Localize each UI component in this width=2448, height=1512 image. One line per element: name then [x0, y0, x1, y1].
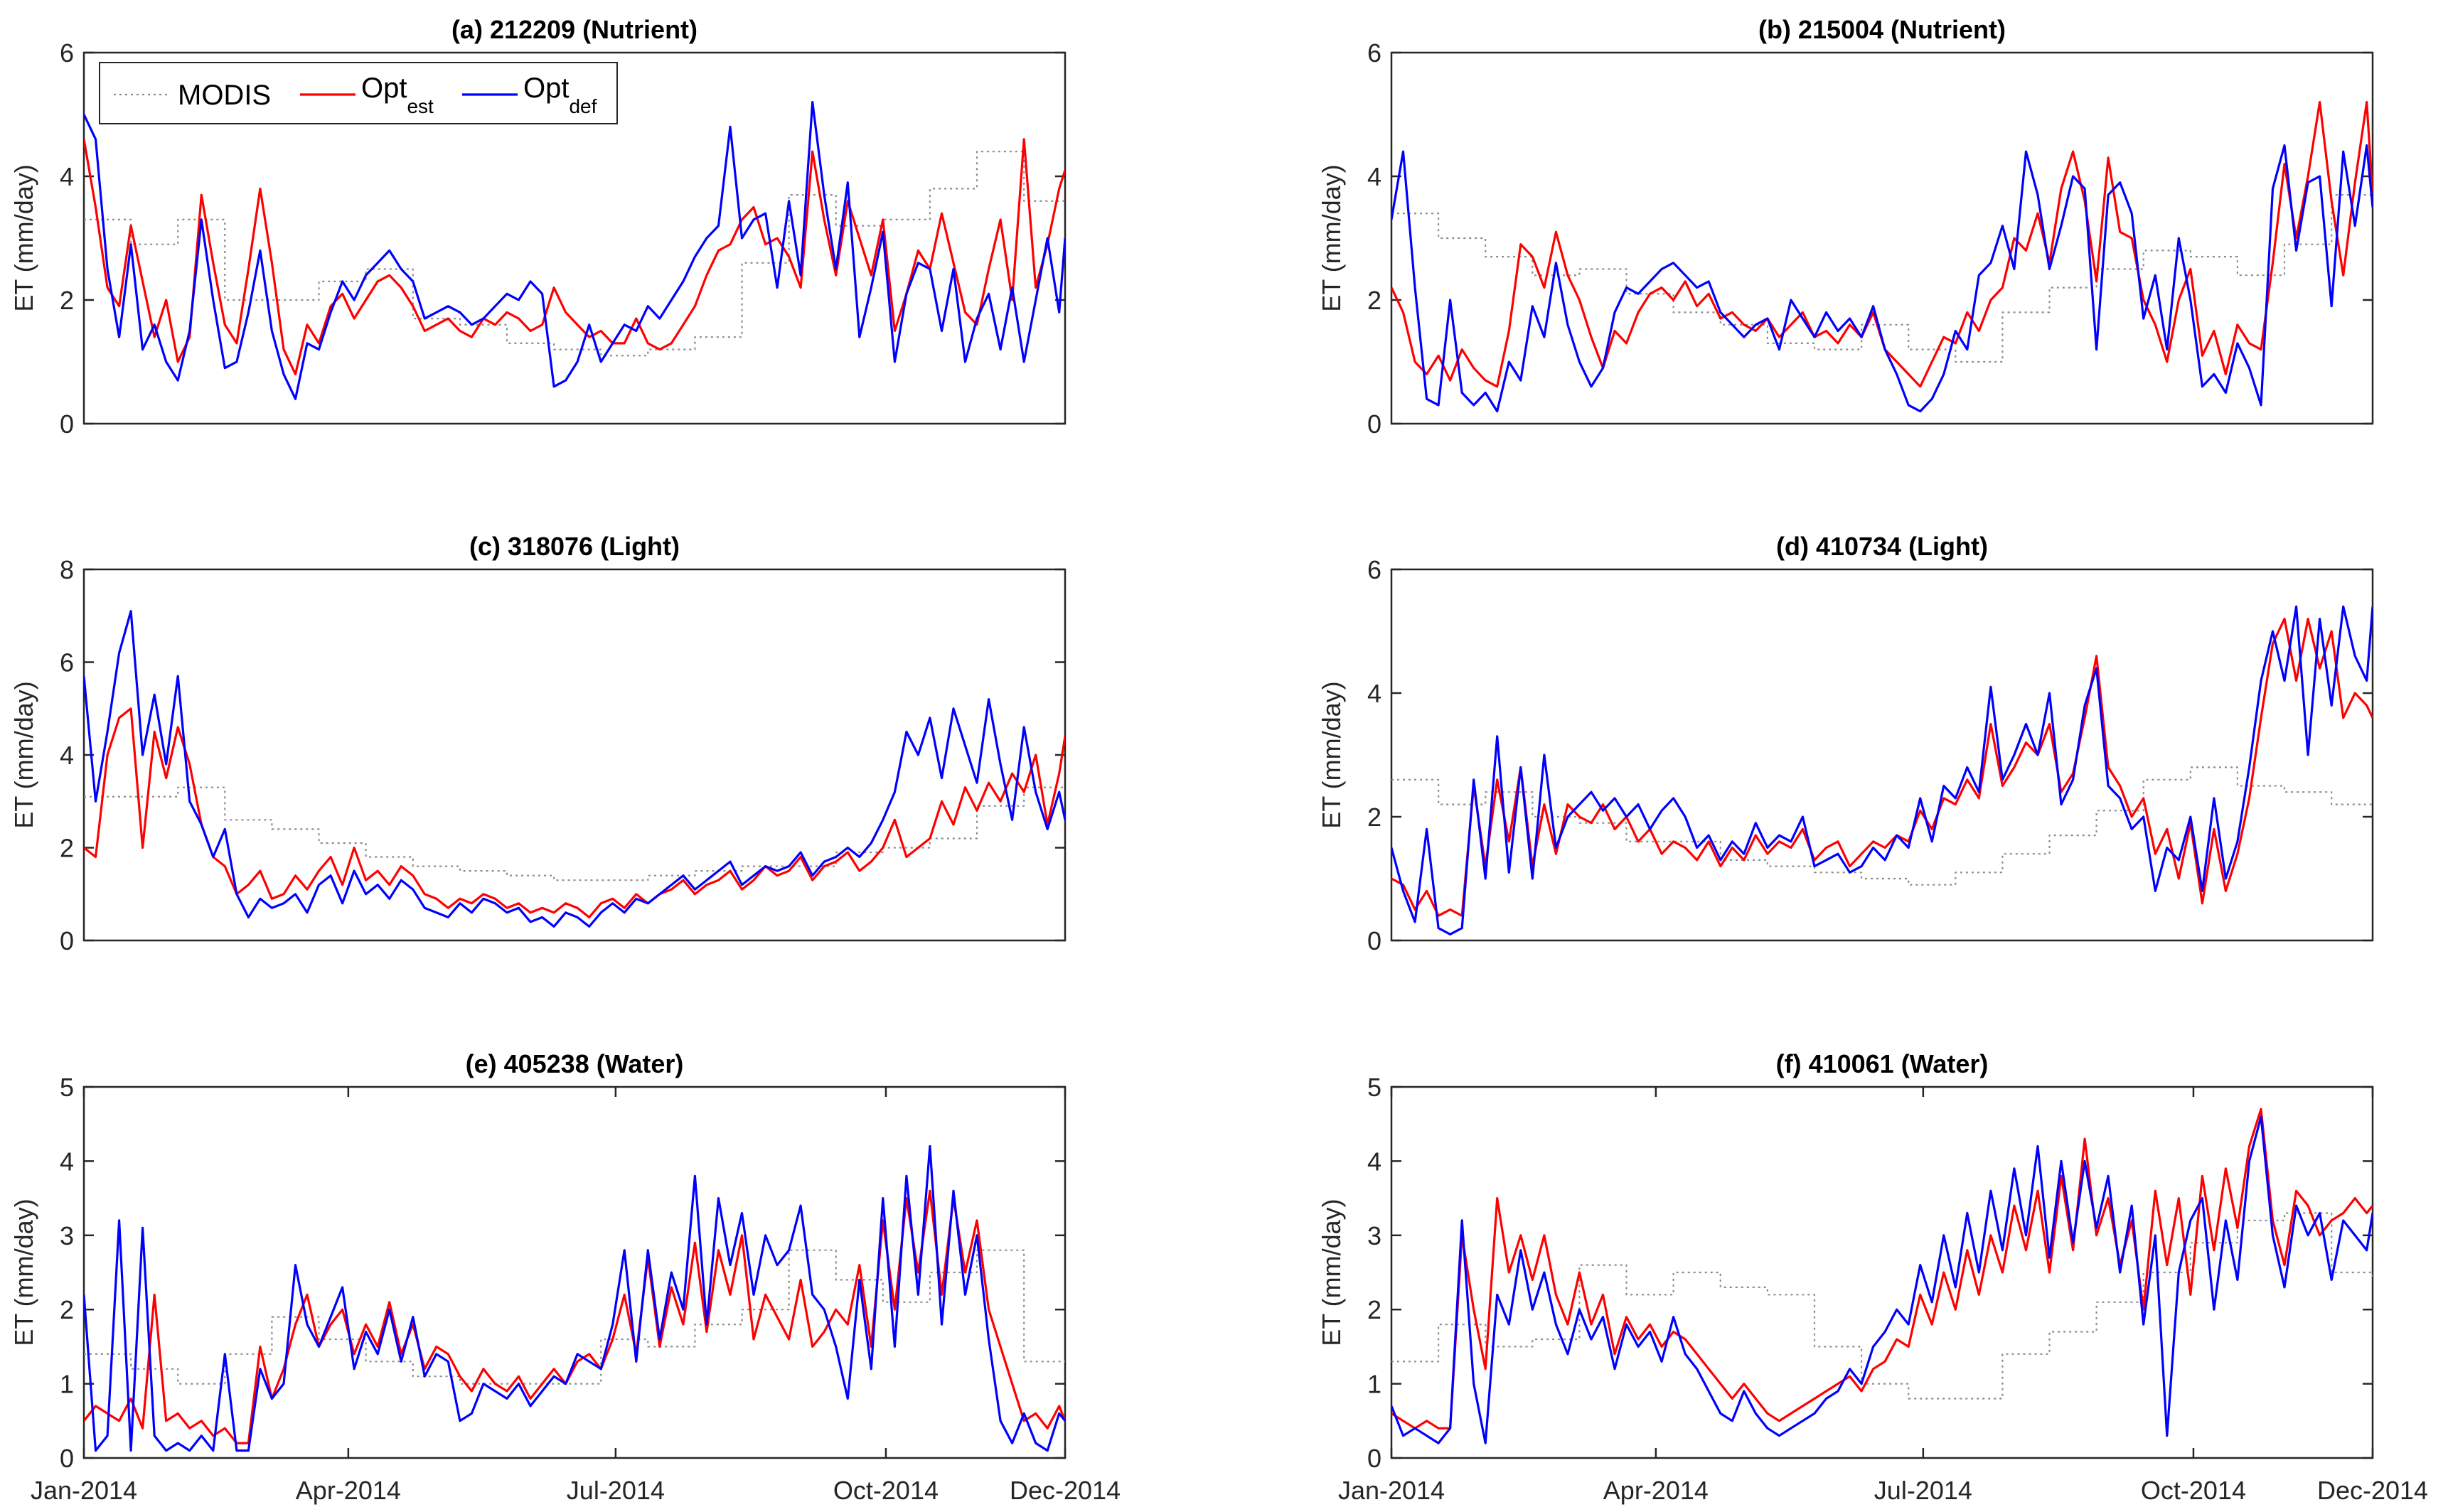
series-opt-est	[1391, 1108, 2373, 1430]
series-opt-def	[84, 1144, 1065, 1452]
panel-title: (d) 410734 (Light)	[1776, 532, 1988, 561]
x-tick-label: Apr-2014	[296, 1476, 401, 1505]
y-axis-label: ET (mm/day)	[1317, 164, 1346, 311]
plot-frame	[1390, 1085, 2374, 1459]
x-tick-label: Jul-2014	[1874, 1476, 1972, 1505]
y-tick-label: 3	[60, 1221, 74, 1250]
panel-title: (e) 405238 (Water)	[466, 1049, 684, 1078]
y-tick-label: 2	[60, 286, 74, 315]
series-opt-def	[84, 101, 1065, 400]
y-tick-label: 0	[60, 409, 74, 439]
y-tick-label: 0	[1367, 1444, 1381, 1473]
y-axis-label: ET (mm/day)	[9, 681, 38, 828]
y-axis-label: ET (mm/day)	[9, 1199, 38, 1346]
y-tick-label: 0	[1367, 926, 1381, 955]
panel-title: (a) 212209 (Nutrient)	[451, 15, 697, 44]
y-tick-label: 2	[1367, 286, 1381, 315]
x-tick-label: Apr-2014	[1603, 1476, 1709, 1505]
y-tick-label: 2	[60, 1295, 74, 1324]
x-tick-label: Jul-2014	[567, 1476, 665, 1505]
series-modis	[1391, 194, 2373, 363]
series-opt-est	[84, 707, 1065, 918]
y-tick-label: 2	[60, 834, 74, 863]
panel-title: (f) 410061 (Water)	[1776, 1049, 1989, 1078]
y-tick-label: 0	[60, 1444, 74, 1473]
series-opt-def	[84, 610, 1065, 928]
x-tick-label: Oct-2014	[2141, 1476, 2246, 1505]
y-tick-label: 4	[1367, 162, 1381, 191]
x-tick-label: Oct-2014	[833, 1476, 939, 1505]
x-tick-label: Jan-2014	[1338, 1476, 1445, 1505]
y-tick-label: 4	[60, 741, 74, 770]
y-tick-label: 8	[60, 555, 74, 584]
y-tick-label: 5	[60, 1073, 74, 1102]
y-tick-label: 2	[1367, 1295, 1381, 1324]
panel-c: 0 2 4 6 8 (c) 318076 (Light) ET (mm/day)	[9, 532, 1067, 955]
y-tick-label: 6	[60, 38, 74, 68]
y-tick-label: 4	[60, 162, 74, 191]
legend: MODIS Optest Optdef	[99, 62, 618, 124]
legend-label-opt-def: Optdef	[523, 73, 597, 117]
y-tick-label: 3	[1367, 1221, 1381, 1250]
y-tick-label: 1	[60, 1370, 74, 1399]
series-modis	[84, 1249, 1065, 1385]
panel-d: 0 2 4 6 (d) 410734 (Light) ET (mm/day)	[1317, 532, 2374, 955]
series-opt-def	[1391, 605, 2373, 935]
y-axis-label: ET (mm/day)	[9, 164, 38, 311]
y-axis-label: ET (mm/day)	[1317, 681, 1346, 828]
y-axis-label: ET (mm/day)	[1317, 1199, 1346, 1346]
x-tick-label: Dec-2014	[2317, 1476, 2428, 1505]
y-tick-label: 1	[1367, 1370, 1381, 1399]
plot-frame	[1390, 51, 2374, 425]
panel-e: 0 1 2 3 4 5 Jan-2014 Apr-2014 Jul-2014 Oct-2014 De…	[9, 1049, 1121, 1505]
x-tick-label: Dec-2014	[1010, 1476, 1121, 1505]
y-tick-label: 0	[1367, 409, 1381, 439]
series-modis	[1391, 1212, 2373, 1400]
y-tick-label: 6	[1367, 38, 1381, 68]
x-tick-label: Jan-2014	[31, 1476, 137, 1505]
panel-b: 0 2 4 6 (b) 215004 (Nutrient) ET (mm/day)	[1317, 15, 2374, 439]
series-opt-est	[1391, 618, 2373, 917]
plot-frame	[82, 1085, 1067, 1459]
y-tick-label: 5	[1367, 1073, 1381, 1102]
panel-title: (b) 215004 (Nutrient)	[1758, 15, 2006, 44]
panel-title: (c) 318076 (Light)	[469, 532, 680, 561]
y-tick-label: 0	[60, 926, 74, 955]
y-tick-label: 6	[1367, 555, 1381, 584]
y-tick-label: 4	[1367, 679, 1381, 708]
y-tick-label: 6	[60, 648, 74, 677]
legend-label-opt-est: Optest	[361, 73, 434, 117]
series-opt-def	[1391, 1115, 2373, 1444]
series-modis	[84, 151, 1065, 357]
legend-box	[99, 62, 618, 124]
y-tick-label: 4	[60, 1147, 74, 1176]
panel-f: 0 1 2 3 4 5 Jan-2014 Apr-2014 Jul-2014 Oct-2014 De…	[1317, 1049, 2428, 1505]
series-opt-def	[1391, 144, 2373, 413]
y-tick-label: 2	[1367, 803, 1381, 832]
y-tick-label: 4	[1367, 1147, 1381, 1176]
legend-label-modis: MODIS	[178, 80, 271, 111]
